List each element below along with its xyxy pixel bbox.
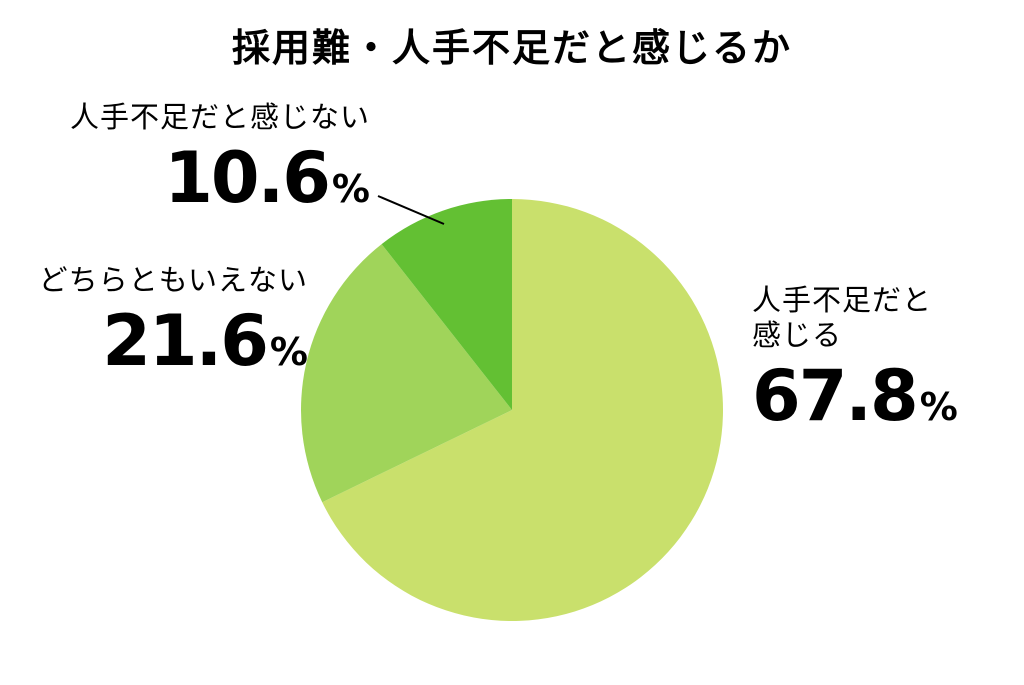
label-feel-unit: % [919,385,958,429]
label-no-feel-shortage: 人手不足だと感じない 10.6% [70,100,370,213]
label-neutral: どちらともいえない 21.6% [39,263,308,376]
label-neutral-value: 21.6 [102,300,269,382]
label-no-feel-value-row: 10.6% [70,143,370,213]
pie-slice-feel-shortage [322,199,724,622]
label-feel-shortage: 人手不足だと 感じる 67.8% [752,283,958,431]
label-no-feel-unit: % [331,167,370,211]
chart-title: 採用難・人手不足だと感じるか [231,26,792,70]
label-neutral-unit: % [269,330,308,374]
label-feel-value-row: 67.8% [752,361,958,431]
label-feel-value: 67.8 [752,355,919,437]
label-no-feel-value: 10.6 [164,137,331,219]
pie-slice-no-feel-shortage [381,199,512,410]
pie-slice-neutral [301,244,512,503]
label-feel-text-line2: 感じる [752,318,843,352]
label-neutral-value-row: 21.6% [39,306,308,376]
label-neutral-text: どちらともいえない [38,263,308,297]
label-no-feel-text: 人手不足だと感じない [69,100,370,134]
label-feel-text-line1: 人手不足だと [752,283,933,317]
callout-line-no-feel-shortage [377,195,445,225]
